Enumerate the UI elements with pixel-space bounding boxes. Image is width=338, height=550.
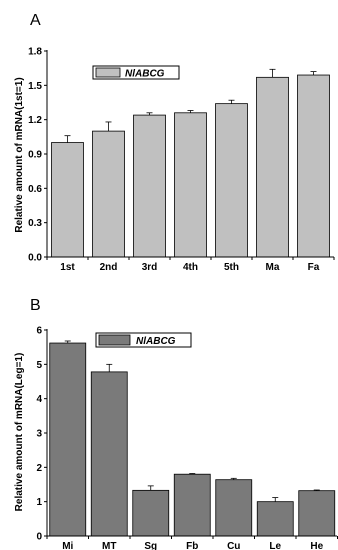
panel-a-bar-5 bbox=[256, 76, 289, 258]
panel-a-y-tick-label-2: 0.6 bbox=[28, 184, 42, 195]
panel-b-axes: Mi MT Sg Fb Cu Le He 0 1 2 3 4 5 6 bbox=[36, 326, 338, 550]
panel-a-bar-1 bbox=[92, 130, 125, 258]
panel-b-y-tick-label-1: 1 bbox=[36, 497, 42, 508]
panel-a-legend-label: NlABCG bbox=[125, 69, 165, 80]
panel-a-y-tick-label-5: 1.5 bbox=[28, 81, 42, 92]
panel-b-bar-0 bbox=[49, 342, 87, 537]
panel-b-x-tick-label-5: Le bbox=[269, 541, 281, 550]
panel-a-x-tick-label-6: Fa bbox=[308, 262, 320, 273]
panel-a-x-tick-label-1: 2nd bbox=[100, 262, 118, 273]
panel-b-x-tick-label-3: Fb bbox=[186, 541, 198, 550]
panel-a-bar-6 bbox=[297, 74, 330, 258]
panel-a-label: A bbox=[30, 12, 41, 29]
panel-b-x-tick-label-4: Cu bbox=[227, 541, 240, 550]
panel-b-bar-5 bbox=[256, 501, 294, 537]
panel-b-bar-4 bbox=[215, 479, 253, 537]
panel-a-x-tick-label-2: 3rd bbox=[142, 262, 158, 273]
panel-b-y-tick-label-5: 5 bbox=[36, 360, 42, 371]
panel-a-bar-2 bbox=[133, 114, 166, 258]
panel-a-y-tick-label-3: 0.9 bbox=[28, 150, 42, 161]
panel-a-bar-0 bbox=[51, 142, 84, 258]
panel-a-bar-4 bbox=[215, 103, 248, 258]
panel-b-x-tick-label-0: Mi bbox=[62, 541, 73, 550]
panel-a-y-tick-label-1: 0.3 bbox=[28, 218, 42, 229]
panel-a-y-axis-label: Relative amount of mRNA(1st=1) bbox=[14, 77, 25, 232]
panel-b-bar-3 bbox=[173, 473, 211, 537]
panel-b-label: B bbox=[30, 297, 41, 314]
panel-a-x-tick-label-3: 4th bbox=[183, 262, 198, 273]
panel-b-x-tick-label-6: He bbox=[310, 541, 323, 550]
panel-b-y-tick-label-4: 4 bbox=[36, 394, 42, 405]
panel-a-y-tick-label-6: 1.8 bbox=[28, 47, 42, 58]
panel-b-x-tick-label-2: Sg bbox=[144, 541, 157, 550]
panel-b-legend: NlABCG bbox=[95, 332, 192, 348]
panel-b-bar-6 bbox=[298, 490, 336, 537]
panel-b: B Relative amount of mRNA(Leg=1) Mi MT Sg F… bbox=[14, 297, 338, 550]
panel-a-legend-swatch bbox=[95, 67, 121, 78]
panel-a-y-tick-label-0: 0.0 bbox=[28, 253, 42, 264]
panel-b-y-tick-label-3: 3 bbox=[36, 429, 42, 440]
panel-a-y-tick-label-4: 1.2 bbox=[28, 115, 42, 126]
panel-b-y-tick-label-2: 2 bbox=[36, 463, 42, 474]
panel-a-legend: NlABCG bbox=[92, 65, 180, 80]
panel-a-axes: 1st 2nd 3rd 4th 5th Ma Fa 0.0 0.3 0.6 0.9 1.2 1.5 1.8 bbox=[28, 47, 335, 273]
panel-b-x-tick-label-1: MT bbox=[102, 541, 116, 550]
panel-a-x-tick-label-4: 5th bbox=[224, 262, 239, 273]
panel-b-bar-1 bbox=[90, 371, 128, 537]
panel-a-bar-3 bbox=[174, 112, 207, 258]
panel-b-y-tick-label-0: 0 bbox=[36, 532, 42, 543]
panel-b-y-axis-label: Relative amount of mRNA(Leg=1) bbox=[14, 353, 25, 512]
panel-b-y-tick-label-6: 6 bbox=[36, 326, 42, 337]
panel-b-bars bbox=[49, 340, 336, 537]
panel-b-bar-2 bbox=[132, 489, 170, 537]
panel-a: A Relative amount of mRNA(1st=1) 1st 2nd 3… bbox=[14, 12, 335, 273]
panel-b-legend-label: NlABCG bbox=[136, 336, 176, 347]
panel-a-bars bbox=[51, 68, 330, 258]
panel-b-legend-swatch bbox=[98, 334, 131, 346]
panel-a-x-tick-label-5: Ma bbox=[266, 262, 280, 273]
panel-a-x-tick-label-0: 1st bbox=[60, 262, 75, 273]
